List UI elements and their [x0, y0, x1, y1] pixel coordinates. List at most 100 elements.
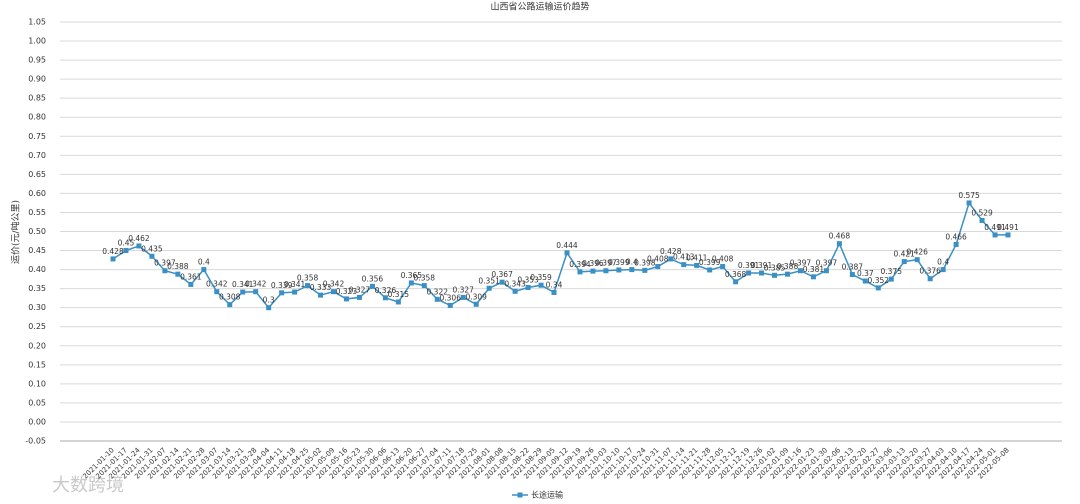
y-tick-label: 0.60 [28, 189, 46, 198]
data-label: 0.426 [906, 248, 928, 257]
point-marker [253, 289, 259, 295]
point-marker [707, 267, 713, 273]
data-label: 0.353 [517, 275, 539, 284]
point-marker [616, 267, 622, 273]
data-label: 0.388 [777, 262, 799, 271]
point-marker [110, 256, 116, 262]
y-tick-label: 0.65 [28, 170, 46, 179]
data-label: 0.421 [893, 250, 915, 259]
data-label: 0.397 [595, 259, 617, 268]
point-marker [343, 296, 349, 302]
point-marker [668, 256, 674, 262]
data-label: 0.315 [388, 290, 410, 299]
point-marker [473, 301, 479, 307]
data-label: 0.3 [263, 296, 275, 305]
point-marker [512, 288, 518, 294]
point-marker [318, 292, 324, 298]
point-marker [434, 296, 440, 302]
data-label: 0.342 [323, 280, 345, 289]
data-label: 0.341 [232, 280, 254, 289]
data-label: 0.428 [102, 247, 124, 256]
point-marker [356, 294, 362, 300]
point-marker [953, 241, 959, 247]
point-marker [694, 262, 700, 268]
series-line [112, 201, 1008, 309]
point-marker [733, 279, 739, 285]
data-label: 0.326 [375, 286, 397, 295]
point-marker [486, 285, 492, 291]
data-label: 0.308 [219, 293, 241, 302]
point-marker [201, 267, 207, 273]
point-marker [331, 289, 337, 295]
data-label: 0.466 [945, 232, 967, 241]
y-tick-label: 0.80 [28, 113, 46, 122]
point-marker [784, 271, 790, 277]
data-label: 0.339 [271, 281, 293, 290]
point-marker [823, 268, 829, 274]
data-label: 0.367 [491, 270, 513, 279]
point-marker [940, 267, 946, 273]
data-label: 0.397 [154, 259, 176, 268]
point-marker [525, 284, 531, 290]
point-marker [927, 276, 933, 282]
data-label: 0.388 [167, 262, 189, 271]
point-marker [746, 270, 752, 276]
data-label: 0.358 [297, 274, 319, 283]
point-marker [382, 295, 388, 301]
data-label: 0.368 [725, 270, 747, 279]
data-label: 0.356 [362, 274, 384, 283]
data-label: 0.462 [128, 234, 150, 243]
point-marker [188, 281, 194, 287]
point-marker [992, 232, 998, 238]
point-marker [460, 294, 466, 300]
point-marker [642, 267, 648, 273]
y-tick-label: 0.95 [28, 56, 46, 65]
point-marker [759, 270, 765, 276]
point-marker [499, 279, 505, 285]
data-label: 0.491 [984, 223, 1006, 232]
point-marker [901, 259, 907, 265]
watermark: 大数跨境 [52, 475, 124, 496]
point-marker [421, 283, 427, 289]
y-tick-label: 0.55 [28, 208, 46, 217]
y-tick-label: 1.00 [28, 37, 46, 46]
point-marker [849, 272, 855, 278]
data-label: 0.358 [414, 274, 436, 283]
data-label: 0.352 [868, 276, 890, 285]
y-tick-label: 0.30 [28, 303, 46, 312]
data-label: 0.491 [997, 223, 1019, 232]
data-label: 0.411 [686, 253, 708, 262]
chart-title: 山西省公路运输运价趋势 [490, 1, 589, 13]
legend-marker [517, 492, 523, 498]
y-tick-label: 0.85 [28, 94, 46, 103]
data-label: 0.399 [608, 258, 630, 267]
y-tick-label: 0.10 [28, 379, 46, 388]
data-label: 0.333 [310, 283, 332, 292]
y-tick-label: 0.25 [28, 322, 46, 331]
data-label: 0.323 [336, 287, 358, 296]
point-marker [279, 290, 285, 296]
data-label: 0.4 [198, 258, 210, 267]
point-marker [603, 268, 609, 274]
y-tick-label: 0.00 [28, 417, 46, 426]
data-label: 0.375 [881, 267, 903, 276]
data-label: 0.306 [440, 293, 462, 302]
point-marker [214, 289, 220, 295]
data-label: 0.342 [206, 280, 228, 289]
y-tick-label: 0.50 [28, 227, 46, 236]
y-tick-label: 0.35 [28, 284, 46, 293]
point-marker [395, 299, 401, 305]
data-label: 0.45 [118, 239, 135, 248]
y-tick-label: -0.05 [25, 437, 46, 446]
point-marker [590, 268, 596, 274]
y-tick-label: 0.45 [28, 246, 46, 255]
data-label: 0.408 [647, 255, 669, 264]
y-tick-label: 0.15 [28, 360, 46, 369]
point-marker [551, 289, 557, 295]
y-tick-label: 1.05 [28, 18, 46, 27]
point-marker [538, 282, 544, 288]
point-marker [564, 250, 570, 256]
data-label: 0.361 [180, 272, 202, 281]
point-marker [149, 253, 155, 259]
